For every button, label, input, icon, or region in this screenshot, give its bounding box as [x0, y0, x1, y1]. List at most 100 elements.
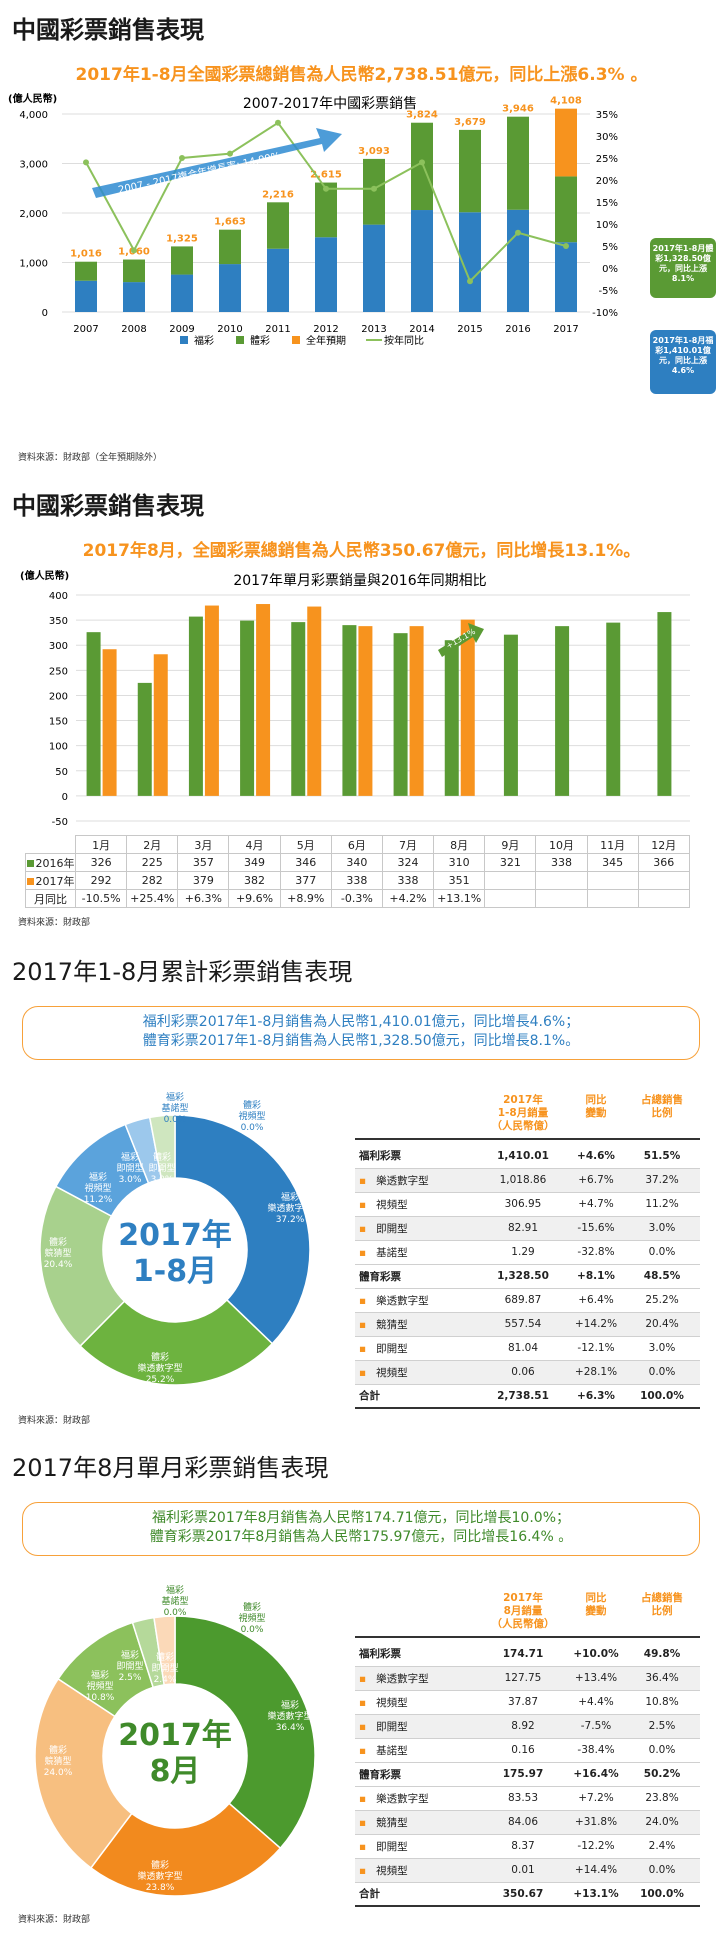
- sales-value: 8.92: [478, 1714, 568, 1739]
- table-row: ▪ 基諾型 0.16 -38.4% 0.0%: [355, 1738, 700, 1763]
- bar-2016: [606, 622, 621, 796]
- sales-value: 174.71: [478, 1642, 568, 1667]
- share-pct: 0.0%: [624, 1360, 700, 1385]
- y2-tick-label: 20%: [596, 176, 618, 187]
- sales-value: 0.06: [478, 1360, 568, 1385]
- legend-swatch: [180, 336, 188, 344]
- slice-label: 福彩即開型 2.5%: [116, 1649, 143, 1683]
- y2-tick-label: -10%: [592, 308, 618, 319]
- bar-sports: [315, 182, 337, 238]
- yoy-change: -15.6%: [568, 1216, 624, 1241]
- yoy-point: [563, 243, 569, 249]
- cell-2016: 345: [586, 853, 639, 872]
- section4-summary-box: 福利彩票2017年8月銷售為人民幣174.71億元，同比增長10.0%； 體育彩…: [22, 1502, 700, 1556]
- y2-tick-label: 35%: [596, 110, 618, 121]
- bar-2016: [444, 640, 459, 796]
- monthly-sales-chart: (億人民幣) 2017年單月彩票銷量與2016年同期相比 -50 0 50 100 150 2…: [20, 569, 690, 828]
- row-label: ▪ 樂透數字型: [355, 1786, 478, 1811]
- y2-tick-label: 25%: [596, 154, 618, 165]
- month-header: 5月: [279, 835, 332, 854]
- table-column-header: 占總銷售 比例: [641, 1094, 683, 1119]
- sales-value: 8.37: [478, 1834, 568, 1859]
- bar-2016: [342, 625, 357, 796]
- cell-2016: 321: [484, 853, 537, 872]
- total-label: 3,093: [358, 146, 390, 157]
- cell-yoy: [586, 889, 639, 908]
- cell-yoy: +6.3%: [177, 889, 230, 908]
- ytd-donut-chart: 體彩視頻型 0.0% 福彩樂透數字型 37.2% 體彩樂透數字型 25.2% 體彩競猜型 20…: [39, 1091, 313, 1386]
- bar-2017: [256, 604, 271, 796]
- bar-2016: [86, 632, 101, 796]
- y-axis-label: (億人民幣): [20, 569, 69, 582]
- cell-yoy: +9.6%: [228, 889, 281, 908]
- bar-sports: [411, 122, 433, 211]
- table-row: ▪ 樂透數字型 689.87 +6.4% 25.2%: [355, 1288, 700, 1313]
- yoy-change: +13.4%: [568, 1666, 624, 1691]
- slice-label: 體彩視頻型 0.0%: [238, 1099, 265, 1133]
- yoy-point: [179, 155, 185, 161]
- yoy-change: -32.8%: [568, 1240, 624, 1265]
- yoy-change: +13.1%: [568, 1882, 624, 1907]
- row-label: ▪ 樂透數字型: [355, 1168, 478, 1193]
- sales-value: 127.75: [478, 1666, 568, 1691]
- table-row: ▪ 樂透數字型 1,018.86 +6.7% 37.2%: [355, 1168, 700, 1193]
- monthly-data-table: 1月 2月 3月 4月 5月 6月 7月 8月 9月 10月 11月 12月 2016年 326 225 35…: [25, 835, 690, 908]
- chart-title: 2017年單月彩票銷量與2016年同期相比: [233, 573, 486, 589]
- share-pct: 25.2%: [624, 1288, 700, 1313]
- yoy-change: +10.0%: [568, 1642, 624, 1667]
- table-row: ▪ 競猜型 84.06 +31.8% 24.0%: [355, 1810, 700, 1835]
- cell-yoy: +25.4%: [126, 889, 179, 908]
- slice-label: 體彩即開型 2.4%: [151, 1651, 178, 1685]
- bar-expected: [555, 108, 577, 177]
- bar-welfare: [363, 224, 385, 312]
- total-label: 4,108: [550, 96, 582, 107]
- bar-welfare: [123, 282, 145, 312]
- bar-2017: [153, 654, 168, 796]
- table-row: 合計 350.67 +13.1% 100.0%: [355, 1882, 700, 1907]
- cell-yoy: -0.3%: [330, 889, 383, 908]
- x-tick-label: 2008: [121, 324, 146, 335]
- slice-label: 體彩競猜型 20.4%: [44, 1236, 73, 1270]
- section1-source: 資料來源：財政部（全年預期除外）: [18, 453, 163, 463]
- y-tick-label: 2,000: [19, 209, 48, 220]
- share-pct: 2.4%: [624, 1834, 700, 1859]
- bar-2016: [393, 633, 408, 796]
- yoy-point: [371, 185, 377, 192]
- slice-label: 體彩樂透數字型 23.8%: [137, 1859, 182, 1893]
- sales-value: 0.01: [478, 1858, 568, 1883]
- cell-2017: 292: [74, 871, 128, 890]
- section3-title: 2017年1-8月累計彩票銷售表現: [12, 958, 353, 986]
- x-tick-label: 2010: [217, 324, 242, 335]
- share-pct: 3.0%: [624, 1216, 700, 1241]
- month-header: 6月: [330, 835, 383, 854]
- legend-label: 體彩: [250, 335, 270, 347]
- share-pct: 100.0%: [624, 1882, 700, 1907]
- yoy-change: +6.3%: [568, 1384, 624, 1409]
- share-pct: 0.0%: [624, 1738, 700, 1763]
- cell-2016: 225: [126, 853, 179, 872]
- cell-yoy: +4.2%: [381, 889, 435, 908]
- cell-2017: [586, 871, 639, 890]
- cell-2017: [535, 871, 588, 890]
- yoy-change: +14.2%: [568, 1312, 624, 1337]
- slice-label: 體彩樂透數字型 25.2%: [137, 1351, 182, 1385]
- row-label: ▪ 視頻型: [355, 1192, 478, 1217]
- yoy-change: +6.7%: [568, 1168, 624, 1193]
- x-tick-label: 2015: [457, 324, 482, 335]
- y-axis-label: (億人民幣): [8, 92, 57, 105]
- row-label: 體育彩票: [355, 1264, 478, 1289]
- sales-value: 83.53: [478, 1786, 568, 1811]
- section2-headline: 2017年8月，全國彩票總銷售為人民幣350.67億元，同比增長13.1%。: [82, 541, 641, 561]
- row-label: ▪ 即開型: [355, 1834, 478, 1859]
- sales-value: 82.91: [478, 1216, 568, 1241]
- month-header: 7月: [381, 835, 435, 854]
- summary-line-sports: 體育彩票2017年1-8月銷售為人民幣1,328.50億元，同比增長8.1%。: [142, 1033, 580, 1049]
- bar-2016: [137, 682, 152, 796]
- row-label: ▪ 樂透數字型: [355, 1666, 478, 1691]
- share-pct: 37.2%: [624, 1168, 700, 1193]
- x-tick-label: 2016: [505, 324, 530, 335]
- section4-title: 2017年8月單月彩票銷售表現: [12, 1454, 329, 1482]
- cell-2017: [637, 871, 690, 890]
- bar-welfare: [315, 237, 337, 312]
- total-label: 1,016: [70, 249, 102, 260]
